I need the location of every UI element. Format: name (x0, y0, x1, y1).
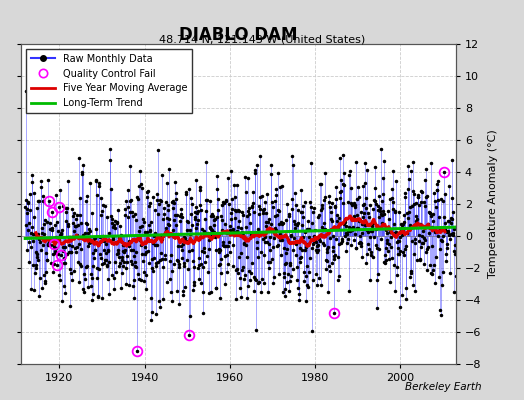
Legend: Raw Monthly Data, Quality Control Fail, Five Year Moving Average, Long-Term Tren: Raw Monthly Data, Quality Control Fail, … (26, 49, 192, 113)
Text: 48.714 N, 121.143 W (United States): 48.714 N, 121.143 W (United States) (159, 34, 365, 44)
Title: DIABLO DAM: DIABLO DAM (179, 26, 298, 44)
Text: Berkeley Earth: Berkeley Earth (406, 382, 482, 392)
Y-axis label: Temperature Anomaly (°C): Temperature Anomaly (°C) (488, 130, 498, 278)
